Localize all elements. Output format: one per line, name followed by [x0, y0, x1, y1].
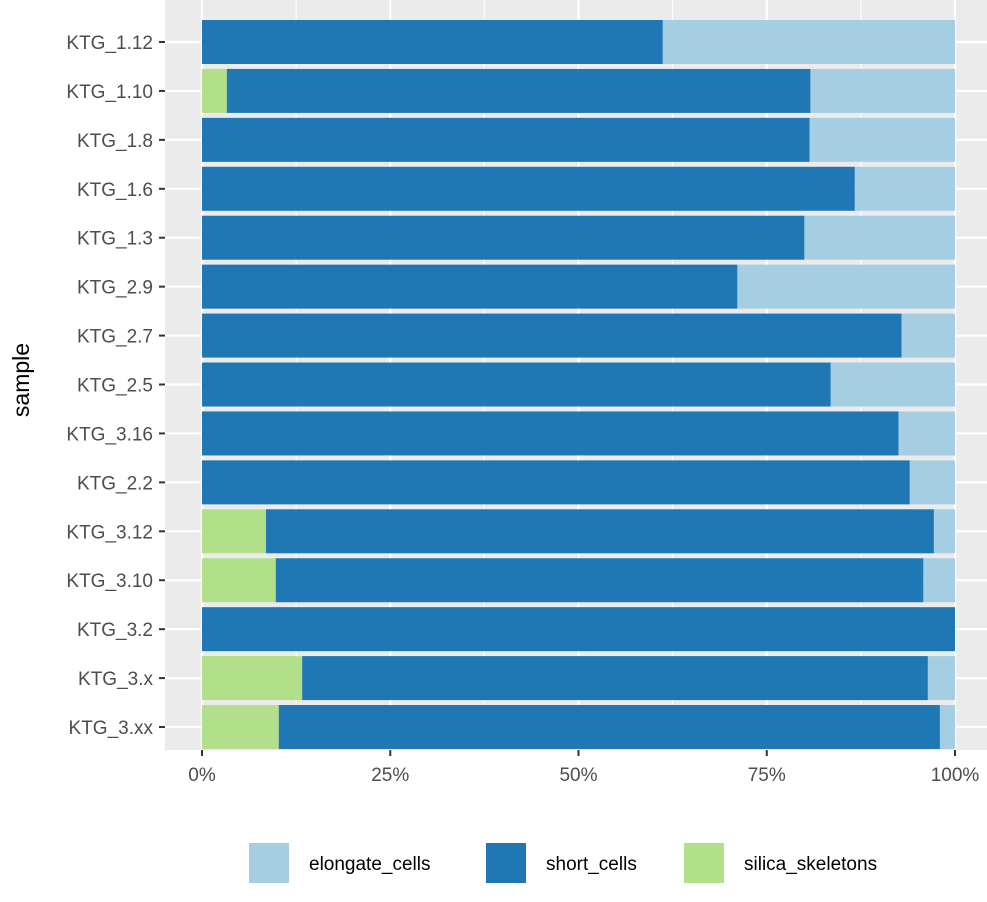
bar-silica-skeletons: [202, 68, 227, 113]
bar-silica-skeletons: [202, 558, 276, 603]
bar-silica-skeletons: [202, 509, 267, 554]
y-tick-label: KTG_1.6: [77, 180, 153, 201]
x-tick-label: 25%: [371, 765, 409, 786]
bar-elongate-cells: [804, 215, 955, 260]
bar-silica-skeletons: [202, 656, 303, 701]
bar-short-cells: [202, 215, 805, 260]
bar-short-cells: [202, 264, 738, 309]
y-tick-label: KTG_3.2: [77, 620, 153, 641]
bar-elongate-cells: [901, 313, 955, 358]
x-axis: 0% 25% 50% 75% 100%: [188, 750, 979, 786]
bar-short-cells: [202, 117, 810, 162]
bar-short-cells: [202, 362, 831, 407]
bar-short-cells: [275, 558, 924, 603]
bar-short-cells: [202, 411, 899, 456]
legend-label: silica_skeletons: [744, 854, 877, 875]
bar-elongate-cells: [909, 460, 955, 505]
y-tick-label: KTG_1.3: [77, 229, 153, 250]
bar-elongate-cells: [809, 117, 955, 162]
bar-short-cells: [202, 460, 910, 505]
bar-short-cells: [266, 509, 934, 554]
bar-elongate-cells: [830, 362, 955, 407]
legend: elongate_cells short_cells silica_skeleton…: [249, 843, 877, 883]
bar-elongate-cells: [810, 68, 955, 113]
x-tick-label: 100%: [931, 765, 980, 786]
bar-elongate-cells: [933, 509, 955, 554]
bar-short-cells: [302, 656, 928, 701]
bar-elongate-cells: [923, 558, 955, 603]
y-tick-label: KTG_2.5: [77, 376, 153, 397]
bar-elongate-cells: [662, 20, 955, 64]
bar-silica-skeletons: [202, 705, 279, 750]
legend-key-short-cells: [486, 843, 526, 883]
y-axis-title: sample: [8, 343, 34, 417]
bar-short-cells: [278, 705, 940, 750]
bar-elongate-cells: [939, 705, 955, 750]
legend-key-elongate-cells: [249, 843, 289, 883]
bar-elongate-cells: [898, 411, 955, 456]
x-tick-label: 75%: [748, 765, 786, 786]
legend-key-silica-skeletons: [684, 843, 724, 883]
y-axis: KTG_1.12 KTG_1.10 KTG_1.8 KTG_1.6 KTG_1.3 KTG…: [66, 33, 165, 739]
x-tick-label: 50%: [559, 765, 597, 786]
y-tick-label: KTG_2.2: [77, 473, 153, 494]
y-tick-label: KTG_1.10: [66, 82, 153, 103]
bar-short-cells: [202, 313, 902, 358]
y-tick-label: KTG_3.x: [78, 669, 153, 690]
legend-label: elongate_cells: [309, 854, 430, 875]
bar-elongate-cells: [854, 166, 955, 211]
bar-short-cells: [226, 68, 811, 113]
y-tick-label: KTG_3.10: [66, 571, 153, 592]
y-tick-label: KTG_1.8: [77, 131, 153, 152]
y-tick-label: KTG_1.12: [66, 33, 153, 54]
legend-label: short_cells: [546, 854, 637, 875]
bar-short-cells: [202, 166, 855, 211]
bar-elongate-cells: [927, 656, 955, 701]
bar-short-cells: [202, 607, 955, 652]
x-tick-label: 0%: [188, 765, 216, 786]
y-tick-label: KTG_3.12: [66, 522, 153, 543]
bars: [202, 20, 955, 750]
y-tick-label: KTG_2.7: [77, 327, 153, 348]
bar-elongate-cells: [737, 264, 955, 309]
y-tick-label: KTG_2.9: [77, 278, 153, 299]
y-tick-label: KTG_3.16: [66, 424, 153, 445]
y-tick-label: KTG_3.xx: [69, 718, 154, 739]
bar-short-cells: [202, 20, 663, 64]
